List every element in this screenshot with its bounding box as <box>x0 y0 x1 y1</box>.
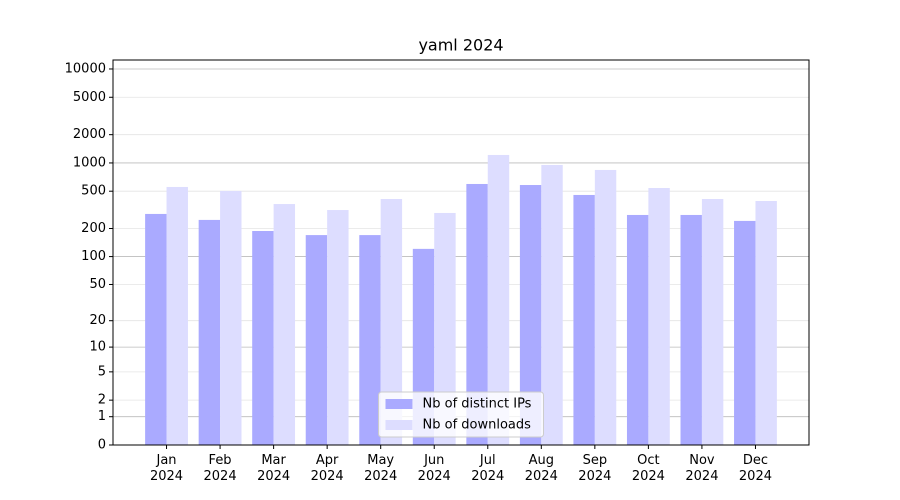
legend-box <box>378 391 544 438</box>
x-tick-label: Aug 2024 <box>524 453 558 484</box>
x-tick-label: Sep 2024 <box>578 453 612 484</box>
x-tick-label: May 2024 <box>364 453 398 484</box>
x-tick-label: Apr 2024 <box>310 453 344 484</box>
bar <box>380 198 403 445</box>
bar <box>198 219 221 445</box>
x-tick-label: Nov 2024 <box>685 453 719 484</box>
y-tick-label: 20 <box>89 313 106 328</box>
y-tick-label: 2000 <box>73 127 106 142</box>
bar <box>573 194 595 445</box>
legend-swatch <box>385 399 413 409</box>
x-tick-label: Oct 2024 <box>631 453 665 484</box>
x-tick-label: Jan 2024 <box>149 453 184 484</box>
y-tick-label: 200 <box>81 221 106 236</box>
bar <box>626 214 649 445</box>
x-tick-label: Jul 2024 <box>471 453 505 484</box>
x-tick-label: Dec 2024 <box>738 453 772 484</box>
bar <box>220 190 242 445</box>
chart-title: yaml 2024 <box>418 36 503 55</box>
y-tick-label: 100 <box>81 249 106 264</box>
legend: Nb of distinct IPs Nb of downloads <box>378 391 544 438</box>
legend-label: Nb of downloads <box>423 418 532 433</box>
bar <box>594 169 617 445</box>
bar <box>327 210 349 445</box>
y-tick-label: 10000 <box>65 61 106 76</box>
bar <box>519 185 542 445</box>
legend-swatch <box>385 420 413 430</box>
y-tick-label: 50 <box>89 277 106 292</box>
y-tick-label: 10 <box>89 340 106 355</box>
bar <box>305 235 328 445</box>
bar <box>434 212 456 445</box>
y-tick-label: 5000 <box>73 90 106 105</box>
y-tick-label: 1000 <box>73 155 106 170</box>
bar <box>755 201 777 445</box>
y-tick-label: 500 <box>81 184 106 199</box>
bar <box>359 235 381 445</box>
bar <box>166 186 188 446</box>
bar <box>701 198 724 445</box>
x-tick-label: Feb 2024 <box>203 453 237 484</box>
bar <box>541 164 563 445</box>
bar <box>487 154 510 445</box>
plot-frame <box>112 59 810 446</box>
bar <box>273 204 296 445</box>
bar <box>145 213 167 445</box>
y-tick-label: 0 <box>98 438 106 453</box>
legend-label: Nb of distinct IPs <box>423 397 532 412</box>
bar <box>680 214 702 445</box>
y-tick-label: 5 <box>98 364 106 379</box>
bar <box>252 231 274 445</box>
x-tick-label: Jun 2024 <box>417 453 451 484</box>
y-tick-label: 1 <box>98 409 106 424</box>
y-tick-label: 2 <box>98 393 106 408</box>
x-tick-label: Mar 2024 <box>257 453 291 484</box>
bar <box>648 187 670 445</box>
bar <box>734 220 756 445</box>
bar <box>466 183 488 446</box>
